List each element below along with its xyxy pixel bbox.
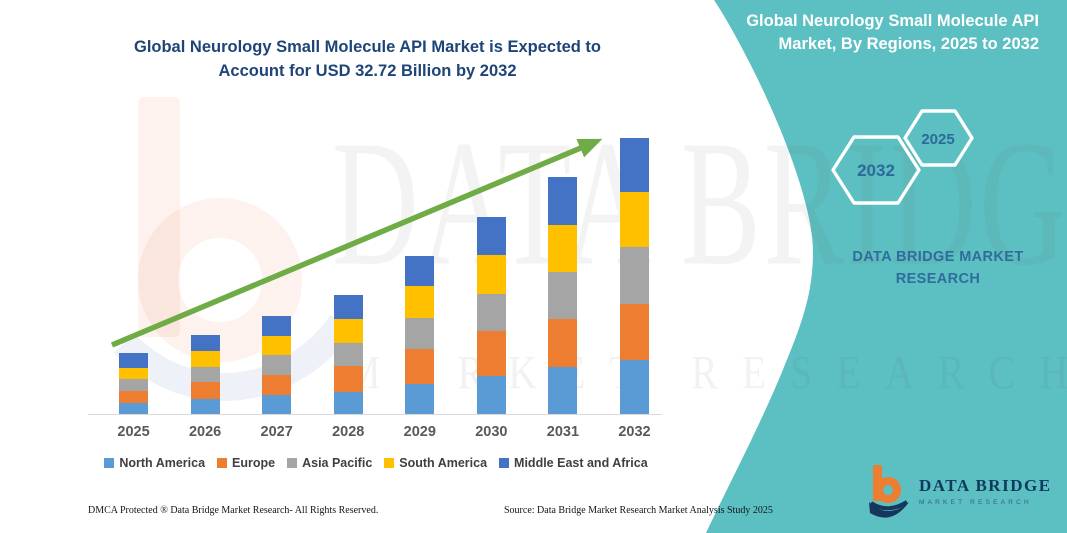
x-axis-line [88,414,662,415]
bar-column-2028 [333,295,363,414]
x-tick-2027: 2027 [260,424,293,440]
panel-title: Global Neurology Small Molecule API Mark… [746,12,1039,54]
x-tick-2030: 2030 [475,424,508,440]
hexagon-2032 [831,135,921,205]
bar-group [119,133,649,414]
bar-segment-south-america-2029 [405,286,435,319]
x-tick-2032: 2032 [618,424,651,440]
footer-source-text: Source: Data Bridge Market Research Mark… [504,505,773,516]
bar-segment-middle-east-and-africa-2029 [405,256,435,287]
bar-segment-north-america-2030 [476,375,506,414]
bar-segment-north-america-2027 [262,395,292,414]
legend-item-asia-pacific: Asia Pacific [287,456,372,470]
bar-column-2026 [190,335,220,414]
x-axis-labels: 2025 2026 2027 2028 2029 2030 2031 2032 [117,424,651,440]
bar-segment-north-america-2032 [619,360,649,414]
hexagon-2032-label: 2032 [857,161,895,180]
bar-column-2032 [619,138,649,414]
bar-segment-middle-east-and-africa-2025 [119,353,148,369]
brand-text: DATA BRIDGE MARKET RESEARCH [852,249,1024,287]
legend-item-europe: Europe [217,456,275,470]
bar-segment-europe-2030 [476,330,506,376]
year-hexagons: 2032 2025 [831,109,974,205]
legend-label-asia-pacific: Asia Pacific [302,456,373,470]
bar-segment-middle-east-and-africa-2026 [190,335,220,351]
footer-dmca-text: DMCA Protected ® Data Bridge Market Rese… [88,505,379,516]
bar-column-2030 [476,217,506,414]
legend-swatch-europe [217,458,228,468]
bar-segment-asia-pacific-2032 [619,247,649,304]
bar-segment-north-america-2026 [190,399,220,414]
legend-item-north-america: North America [104,456,205,470]
legend-swatch-north-america [104,458,115,468]
chart-title: Global Neurology Small Molecule API Mark… [133,38,601,80]
bar-segment-north-america-2029 [405,383,435,414]
bar-segment-asia-pacific-2030 [476,294,506,331]
legend-label-south-america: South America [399,456,488,470]
hexagon-2025-label: 2025 [921,131,954,148]
bar-segment-asia-pacific-2026 [190,367,220,383]
bar-segment-europe-2028 [333,366,363,393]
legend-swatch-south-america [384,458,395,468]
x-tick-2026: 2026 [188,424,222,440]
bar-segment-europe-2026 [190,382,220,400]
trend-arrow [110,138,603,348]
bar-segment-asia-pacific-2027 [262,354,292,376]
legend-label-middle-east-and-africa: Middle East and Africa [514,456,648,470]
bar-segment-north-america-2031 [548,367,578,414]
dbmr-logo: DATA BRIDGE MARKET RESEARCH [866,462,1052,520]
bar-segment-europe-2029 [405,349,435,384]
dbmr-logo-icon [869,465,909,518]
legend-item-middle-east-and-africa: Middle East and Africa [499,456,648,470]
bar-column-2031 [548,177,578,414]
x-tick-2029: 2029 [403,424,436,440]
dbmr-logo-title: DATA BRIDGE [919,476,1052,495]
bar-segment-south-america-2031 [548,225,578,273]
dbmr-logo-subtitle: MARKET RESEARCH [919,499,1032,506]
bar-segment-europe-2032 [619,303,649,360]
bar-segment-europe-2027 [262,375,292,396]
legend-item-south-america: South America [384,456,487,470]
bar-column-2027 [262,315,292,414]
bar-segment-south-america-2027 [262,335,292,355]
x-tick-2025: 2025 [117,424,150,440]
bar-segment-middle-east-and-africa-2028 [333,295,363,319]
bar-segment-south-america-2028 [333,318,363,344]
bar-segment-asia-pacific-2028 [333,343,363,367]
legend-swatch-asia-pacific [287,458,298,468]
x-tick-2031: 2031 [546,424,580,440]
x-tick-2028: 2028 [332,424,365,440]
bar-segment-south-america-2026 [190,350,220,368]
bar-segment-south-america-2025 [119,368,148,380]
bar-segment-europe-2031 [548,319,578,368]
bar-segment-north-america-2028 [333,392,363,414]
legend-swatch-middle-east-and-africa [499,458,510,468]
legend-label-europe: Europe [232,456,276,470]
bar-segment-europe-2025 [119,390,148,403]
chart-legend: North America Europe Asia Pacific South Ame… [85,456,667,470]
bar-segment-asia-pacific-2025 [119,379,148,391]
hexagon-2025 [903,109,974,167]
bar-segment-north-america-2025 [119,403,148,414]
bar-segment-middle-east-and-africa-2030 [476,217,506,255]
bar-column-2025 [119,353,148,414]
bar-segment-asia-pacific-2029 [405,318,435,350]
legend-label-north-america: North America [119,456,206,470]
bar-segment-middle-east-and-africa-2031 [548,177,578,226]
bar-segment-asia-pacific-2031 [548,272,578,320]
bar-segment-middle-east-and-africa-2027 [262,315,292,336]
bar-segment-middle-east-and-africa-2032 [619,138,649,193]
bar-column-2029 [405,256,435,414]
bar-segment-south-america-2030 [476,254,506,295]
bar-segment-south-america-2032 [619,192,649,247]
